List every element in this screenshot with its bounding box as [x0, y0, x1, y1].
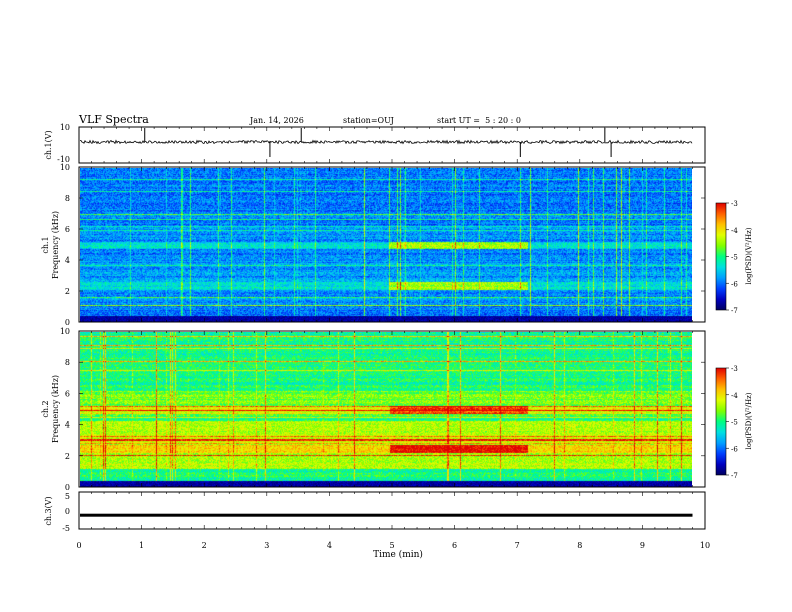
colorbar-ch1: -3 -4 -5 -6 -7 log(PSD)(V²/Hz): [715, 200, 753, 315]
colorbar-tick-label: -4: [731, 227, 738, 235]
x-tick-label: 7: [515, 541, 520, 550]
panel-ch3-waveform: 5 0 -5 ch.3(V): [44, 491, 706, 533]
y-tick-label: 10: [60, 327, 70, 336]
y-tick-label: 10: [60, 163, 70, 172]
x-tick-label: 6: [452, 541, 457, 550]
x-tick-label: 10: [700, 541, 710, 550]
colorbar-ch1-ticks: -3 -4 -5 -6 -7: [726, 200, 738, 315]
x-tick-label: 0: [76, 541, 81, 550]
x-axis-label: Time (min): [373, 549, 423, 560]
panel-ch2-spectrogram: 0 2 4 6 8 10 ch.2 Frequency (kHz): [41, 327, 706, 492]
panel3-ticks: [78, 331, 706, 487]
colorbar-tick-label: -6: [731, 280, 738, 288]
x-tick-label: 2: [202, 541, 207, 550]
spec2-ylabel-channel: ch.2: [41, 400, 50, 417]
x-tick-labels: 0 1 2 3 4 5 6 7 8 9 10: [76, 541, 710, 550]
x-tick-label: 5: [389, 541, 394, 550]
y-tick-label: 6: [65, 225, 70, 234]
ch1-ytick-top: 10: [60, 123, 70, 132]
ch1-ytick-bottom: -10: [57, 155, 70, 164]
ch3-level-trace: [80, 513, 693, 517]
colorbar-tick-label: -7: [731, 307, 738, 315]
panel-ch1-waveform: 10 -10 ch.1(V): [44, 123, 706, 164]
panel4-ticks: [78, 492, 706, 529]
x-tick-label: 8: [577, 541, 582, 550]
y-tick-label: 0: [65, 483, 70, 492]
start-time-label: start UT = 5 : 20 : 0: [437, 116, 521, 125]
colorbar-ch2: -3 -4 -5 -6 -7 log(PSD)(V²/Hz): [715, 365, 753, 480]
colorbar-tick-label: -5: [731, 254, 738, 262]
colorbar-ch2-label: log(PSD)(V²/Hz): [745, 392, 753, 449]
x-tick-label: 4: [327, 541, 332, 550]
ch1-spikes: [144, 128, 612, 157]
y-tick-label: 8: [65, 358, 70, 367]
colorbar-tick-label: -3: [731, 200, 738, 208]
y-tick-label: 2: [65, 287, 70, 296]
colorbar-tick-label: -3: [731, 365, 738, 373]
y-tick-label: 2: [65, 452, 70, 461]
y-tick-label: 8: [65, 194, 70, 203]
colorbar-tick-label: -6: [731, 445, 738, 453]
figure-title: VLF Spectra: [78, 113, 149, 126]
spec1-ylabel-frequency: Frequency (kHz): [51, 211, 60, 279]
y-tick-label: 6: [65, 389, 70, 398]
colorbar-tick-label: -4: [731, 392, 738, 400]
ch1-spectrogram-yticks: 0 2 4 6 8 10: [60, 163, 705, 327]
panel-ch1-spectrogram: 0 2 4 6 8 10 ch.1 Frequency (kHz): [41, 163, 706, 327]
ch1-waveform-trace: [79, 139, 693, 145]
ch3-ytick-top: 5: [65, 492, 70, 501]
ch3-ylabel: ch.3(V): [44, 496, 53, 525]
x-tick-label: 1: [139, 541, 144, 550]
y-tick-label: 4: [65, 256, 70, 265]
ch3-ytick-mid: 0: [65, 507, 70, 516]
panel1-ticks: [78, 127, 706, 163]
y-tick-label: 0: [65, 318, 70, 327]
ch2-spectrogram-yticks: 0 2 4 6 8 10: [60, 327, 705, 492]
x-tick-label: 9: [640, 541, 645, 550]
x-tick-label: 3: [264, 541, 269, 550]
colorbar-tick-label: -5: [731, 419, 738, 427]
ch3-ytick-bottom: -5: [62, 524, 70, 533]
station-label: station=OUJ: [343, 116, 394, 125]
spec1-ylabel-channel: ch.1: [41, 236, 50, 253]
y-tick-label: 4: [65, 421, 70, 430]
colorbar-tick-label: -7: [731, 472, 738, 480]
colorbar-ch2-ticks: -3 -4 -5 -6 -7: [726, 365, 738, 480]
colorbar-ch1-label: log(PSD)(V²/Hz): [745, 227, 753, 284]
date-label: Jan. 14, 2026: [249, 116, 304, 125]
ch1-ylabel: ch.1(V): [44, 130, 53, 159]
spec2-ylabel-frequency: Frequency (kHz): [51, 375, 60, 443]
panel2-ticks: [78, 167, 706, 322]
